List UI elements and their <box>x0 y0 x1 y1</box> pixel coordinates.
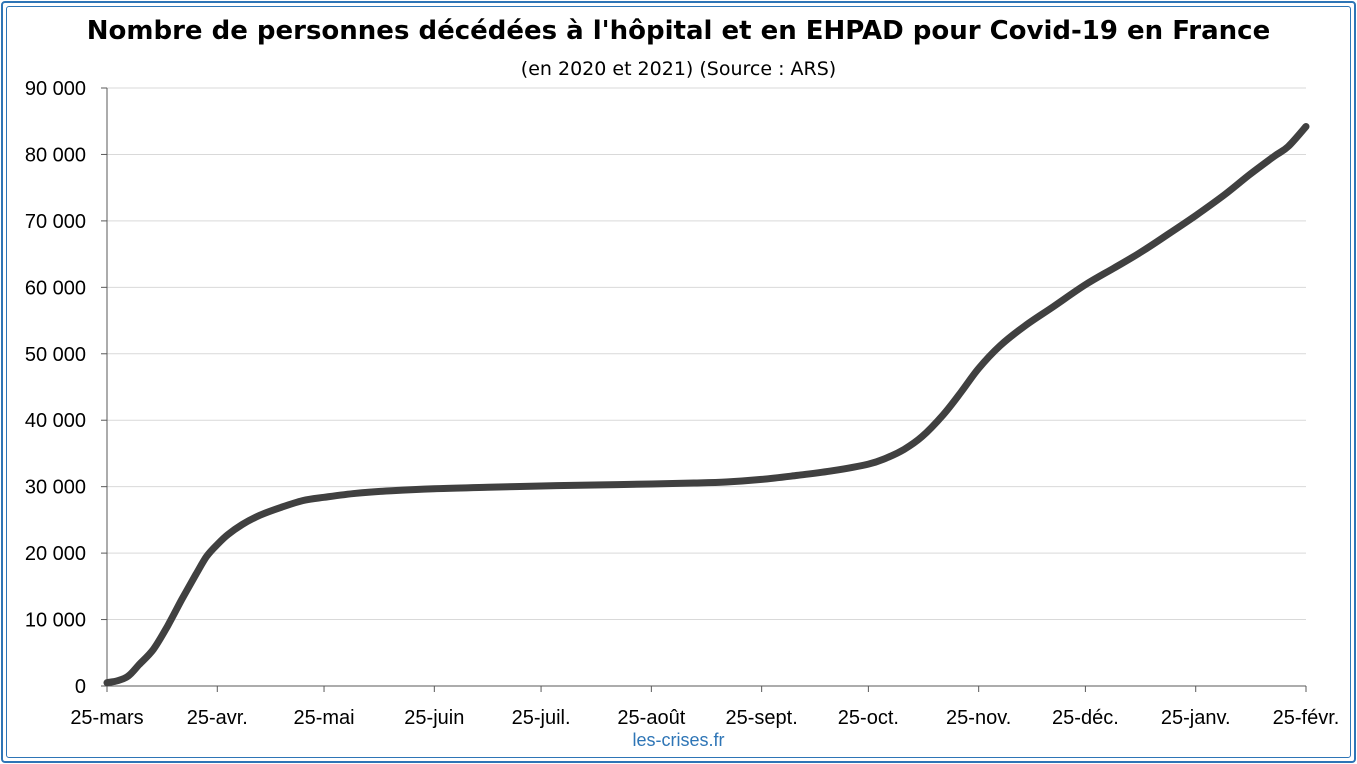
y-axis-ticks: 0 10 000 20 000 30 000 40 000 50 000 60 000 70 … <box>25 78 107 698</box>
x-tick-label: 25-avr. <box>187 707 248 729</box>
y-tick-label: 70 000 <box>25 211 86 233</box>
y-tick-label: 40 000 <box>25 410 86 432</box>
y-tick-label: 0 <box>75 676 86 698</box>
x-tick-label: 25-juin <box>404 707 464 729</box>
y-tick-label: 90 000 <box>25 78 86 100</box>
series-line <box>103 123 1310 687</box>
chart-title: Nombre de personnes décédées à l'hôpital… <box>86 16 1271 46</box>
chart-subtitle: (en 2020 et 2021) (Source : ARS) <box>520 58 837 80</box>
y-tick-label: 20 000 <box>25 543 86 565</box>
axes <box>106 88 1306 687</box>
source-label: les-crises.fr <box>632 730 725 750</box>
y-tick-label: 10 000 <box>25 610 86 632</box>
inner-border <box>6 6 1351 758</box>
x-tick-label: 25-août <box>617 707 685 729</box>
y-tick-label: 80 000 <box>25 144 86 166</box>
y-tick-label: 30 000 <box>25 477 86 499</box>
x-tick-label: 25-janv. <box>1161 707 1231 729</box>
x-axis-ticks: 25-mars 25-avr. 25-mai 25-juin 25-juil. 25-ao… <box>70 686 1339 729</box>
x-tick-label: 25-déc. <box>1052 707 1119 729</box>
x-tick-label: 25-juil. <box>512 707 571 729</box>
gridlines <box>107 87 1306 621</box>
y-tick-label: 60 000 <box>25 277 86 299</box>
x-tick-label: 25-nov. <box>946 707 1011 729</box>
y-tick-label: 50 000 <box>25 344 86 366</box>
series-layer <box>103 123 1310 687</box>
x-tick-label: 25-mai <box>293 707 354 729</box>
x-tick-label: 25-mars <box>70 707 143 729</box>
x-tick-label: 25-sept. <box>726 707 798 729</box>
x-tick-label: 25-févr. <box>1273 707 1340 729</box>
x-tick-label: 25-oct. <box>838 707 899 729</box>
